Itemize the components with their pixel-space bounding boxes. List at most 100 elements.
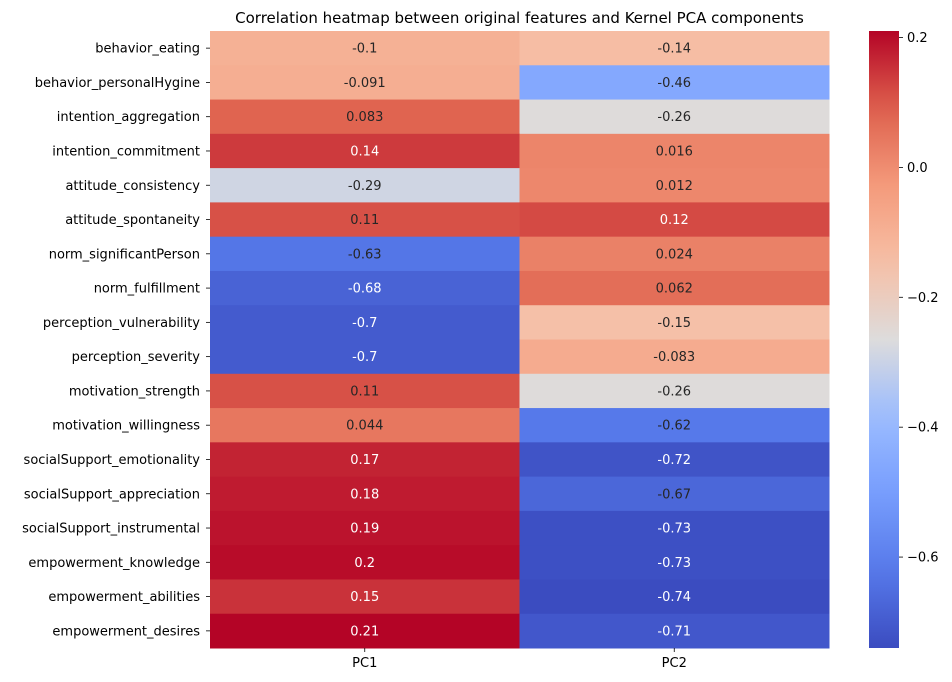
cell-value-label: 0.15 [350,590,379,605]
heatmap-cell [519,236,830,272]
heatmap-cell [210,99,520,135]
heatmap-cell [519,202,830,238]
heatmap-cell [519,442,830,478]
heatmap-cell [210,442,520,478]
x-tick-label: PC1 [352,656,377,671]
y-tick-label: socialSupport_instrumental [22,522,200,537]
heatmap-cell [519,133,830,169]
y-tick-label: perception_severity [72,350,201,365]
y-tick-label: empowerment_abilities [48,590,200,605]
y-tick-label: motivation_strength [69,384,200,399]
heatmap-cell [210,305,520,340]
cell-value-label: 0.062 [656,282,693,297]
heatmap-cell [519,476,830,512]
y-tick-label: perception_vulnerability [43,316,200,331]
x-axis-tick-labels: PC1 PC2 [352,648,687,671]
y-tick-label: intention_aggregation [57,110,200,125]
y-tick-label: intention_commitment [52,144,200,159]
y-tick-label: empowerment_desires [52,624,200,639]
cell-value-label: 0.024 [656,247,693,262]
heatmap-cell [519,510,830,546]
heatmap-cell [519,613,830,649]
heatmap-cell [210,510,520,546]
colorbar-ticks: 0.2 0.0 −0.2 −0.4 −0.6 [899,31,939,566]
cell-value-label: 0.11 [350,384,379,399]
y-tick-label: empowerment_knowledge [28,556,200,571]
heatmap-cell [519,545,830,580]
cell-value-label: -0.67 [657,487,691,502]
cell-value-label: 0.12 [660,213,689,228]
heatmap-cell [210,270,520,306]
cell-value-label: -0.73 [657,522,691,537]
heatmap-cell [210,65,520,101]
heatmap-cell [210,373,520,409]
cell-value-label: -0.46 [657,76,691,91]
heatmap-cell [210,339,520,375]
colorbar-tick-label: 0.2 [907,31,928,46]
chart-title: Correlation heatmap between original fea… [235,9,804,27]
heatmap-cell [210,613,520,649]
heatmap-cell [519,305,830,340]
x-tick-label: PC2 [662,656,687,671]
heatmap-cell [210,545,520,580]
cell-value-label: -0.74 [657,590,691,605]
cell-value-label: -0.29 [348,179,382,194]
y-tick-label: attitude_consistency [65,179,200,194]
cell-value-label: -0.15 [657,316,691,331]
y-tick-label: attitude_spontaneity [65,213,200,228]
y-tick-label: norm_fulfillment [94,282,200,297]
heatmap-cell [519,31,830,66]
y-axis-tick-labels: behavior_eating behavior_personalHyginein… [22,42,210,639]
cell-value-label: -0.68 [348,282,382,297]
cell-value-label: -0.1 [352,42,377,57]
heatmap-cell [210,202,520,238]
y-tick-label: socialSupport_appreciation [24,487,200,502]
heatmap-cell [519,270,830,306]
cell-value-label: -0.26 [657,110,691,125]
cell-value-label: -0.7 [352,316,377,331]
cell-value-label: -0.7 [352,350,377,365]
heatmap-cell [519,99,830,135]
cell-value-label: 0.083 [346,110,383,125]
cell-value-label: -0.083 [653,350,695,365]
cell-value-label: 0.21 [350,624,379,639]
cell-value-label: -0.26 [657,384,691,399]
heatmap-cell [519,168,830,203]
y-tick-label: behavior_eating [95,42,200,57]
cell-value-label: 0.14 [350,144,379,159]
heatmap-cell [210,579,520,615]
cell-value-label: 0.11 [350,213,379,228]
heatmap-cells [210,31,830,649]
cell-value-label: 0.012 [656,179,693,194]
heatmap-cell [519,579,830,615]
y-tick-label: norm_significantPerson [49,247,200,262]
heatmap-cell-labels: -0.1 -0.14 -0.091 -0.46 0.083 -0.26 0.14 0.016 -… [344,42,695,640]
colorbar-tick-label: −0.2 [907,291,939,306]
colorbar-tick-label: −0.6 [907,551,939,566]
cell-value-label: -0.62 [657,419,691,434]
heatmap-cell [519,65,830,101]
heatmap-cell [519,339,830,375]
colorbar-tick-label: −0.4 [907,421,939,436]
cell-value-label: -0.72 [657,453,691,468]
heatmap-cell [210,236,520,272]
y-tick-label: motivation_willingness [52,419,200,434]
colorbar [869,31,899,648]
heatmap-cell [519,373,830,409]
cell-value-label: 0.044 [346,419,383,434]
cell-value-label: -0.73 [657,556,691,571]
cell-value-label: 0.2 [354,556,375,571]
cell-value-label: -0.63 [348,247,382,262]
cell-value-label: 0.18 [350,487,379,502]
heatmap-cell [210,31,520,66]
heatmap-cell [210,408,520,443]
colorbar-tick-label: 0.0 [907,161,928,176]
cell-value-label: 0.016 [656,144,693,159]
cell-value-label: -0.091 [344,76,386,91]
heatmap-cell [210,168,520,203]
cell-value-label: 0.17 [350,453,379,468]
y-tick-label: socialSupport_emotionality [24,453,201,468]
y-tick-label: behavior_personalHygine [35,76,200,91]
cell-value-label: 0.19 [350,522,379,537]
